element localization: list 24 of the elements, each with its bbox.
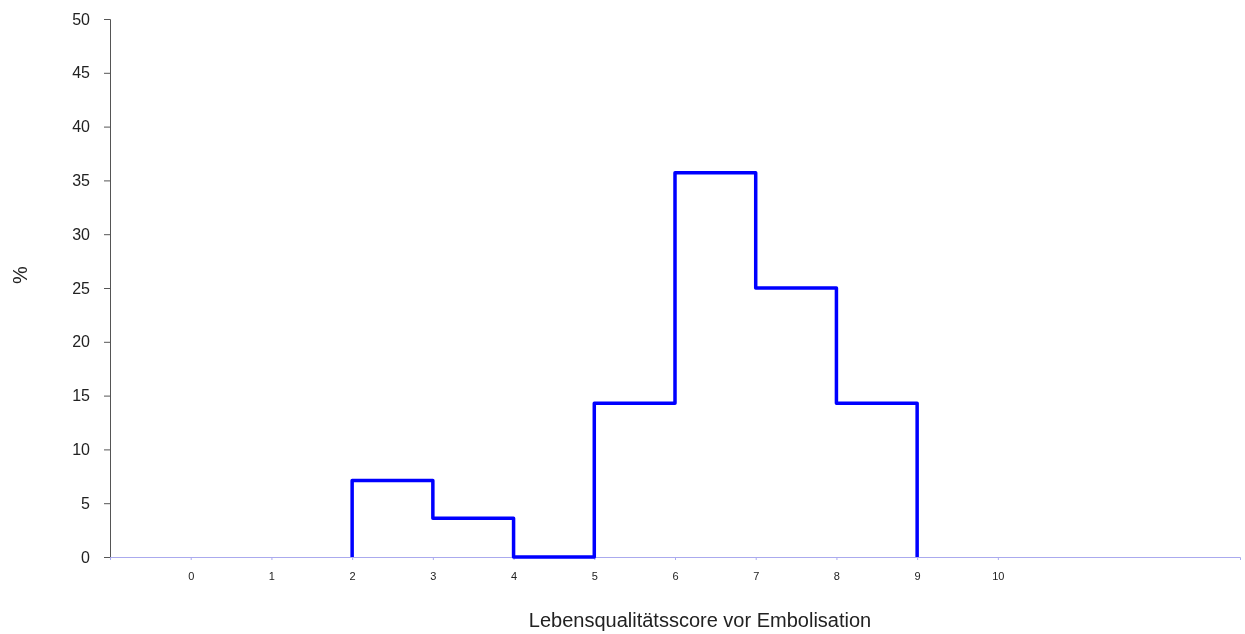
x-tick-label: 7	[753, 569, 760, 582]
x-tick-label: 8	[833, 569, 840, 582]
y-tick-label: 5	[81, 494, 91, 512]
y-axis-title: %	[9, 265, 31, 284]
x-tick-label: 5	[591, 569, 598, 582]
y-tick-label: 15	[72, 387, 91, 405]
y-tick-label: 25	[72, 279, 91, 297]
x-tick-label: 6	[672, 569, 679, 582]
y-tick-label: 45	[72, 64, 91, 82]
y-tick-label: 30	[72, 225, 91, 243]
x-tick-label: 2	[349, 569, 356, 582]
y-tick-label: 50	[72, 10, 91, 28]
y-tick-label: 0	[81, 548, 91, 566]
y-tick-label: 35	[72, 172, 91, 190]
y-tick-label: 40	[72, 118, 91, 136]
x-tick-label: 10	[992, 569, 1005, 582]
x-tick-label: 0	[188, 569, 195, 582]
x-tick-label: 1	[268, 569, 275, 582]
x-tick-label: 4	[511, 569, 518, 582]
x-tick-label: 3	[430, 569, 437, 582]
x-axis-title: Lebensqualitätsscore vor Embolisation	[528, 609, 872, 631]
y-tick-label: 20	[72, 333, 91, 351]
x-tick-label: 9	[914, 569, 921, 582]
y-tick-label: 10	[72, 441, 91, 459]
